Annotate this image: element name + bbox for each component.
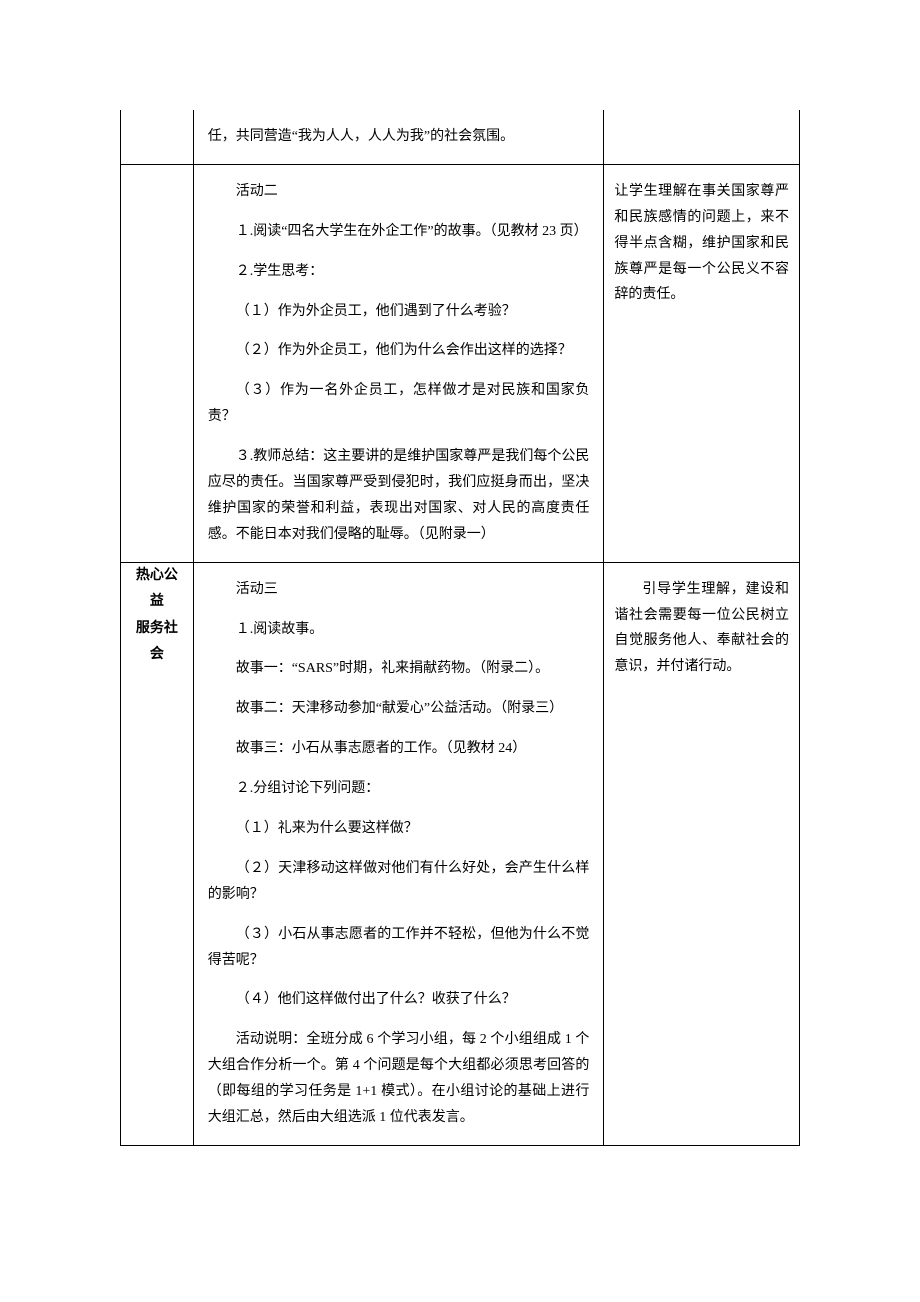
body-text: （４）他们这样做付出了什么？收获了什么？ bbox=[208, 987, 590, 1013]
section-title-line: 会 bbox=[121, 642, 193, 669]
row0-mid-cell: 任，共同营造“我为人人，人人为我”的社会氛围。 bbox=[193, 110, 604, 164]
table-row: 任，共同营造“我为人人，人人为我”的社会氛围。 bbox=[121, 110, 800, 164]
body-text: ２.分组讨论下列问题： bbox=[208, 776, 590, 802]
lesson-plan-table: 任，共同营造“我为人人，人人为我”的社会氛围。 活动二 １.阅读“四名大学生在外… bbox=[120, 110, 800, 1146]
row2-right-cell: 引导学生理解，建设和谐社会需要每一位公民树立自觉服务他人、奉献社会的意识，并付诸… bbox=[604, 562, 800, 1145]
body-text: 任，共同营造“我为人人，人人为我”的社会氛围。 bbox=[208, 124, 590, 150]
body-text: （３）作为一名外企员工，怎样做才是对民族和国家负责？ bbox=[208, 378, 590, 430]
row1-mid-cell: 活动二 １.阅读“四名大学生在外企工作”的故事。（见教材 23 页） ２.学生思… bbox=[193, 164, 604, 562]
body-text: 故事二：天津移动参加“献爱心”公益活动。（附录三） bbox=[208, 696, 590, 722]
row0-right-cell bbox=[604, 110, 800, 164]
section-title-vertical: 热心公 益 服务社 会 bbox=[121, 563, 193, 669]
annotation-text: 让学生理解在事关国家尊严和民族感情的问题上，来不得半点含糊，维护国家和民族尊严是… bbox=[614, 179, 789, 308]
body-text: （１）礼来为什么要这样做？ bbox=[208, 816, 590, 842]
section-title-line: 热心公 bbox=[121, 563, 193, 590]
section-title-line: 益 bbox=[121, 589, 193, 616]
table-row: 活动二 １.阅读“四名大学生在外企工作”的故事。（见教材 23 页） ２.学生思… bbox=[121, 164, 800, 562]
body-text: 故事三：小石从事志愿者的工作。（见教材 24） bbox=[208, 736, 590, 762]
annotation-text: 引导学生理解，建设和谐社会需要每一位公民树立自觉服务他人、奉献社会的意识，并付诸… bbox=[614, 577, 789, 681]
body-text: （３）小石从事志愿者的工作并不轻松，但他为什么不觉得苦呢？ bbox=[208, 922, 590, 974]
row2-left-cell: 热心公 益 服务社 会 bbox=[121, 562, 194, 1145]
body-text: １.阅读“四名大学生在外企工作”的故事。（见教材 23 页） bbox=[208, 219, 590, 245]
body-text: ２.学生思考： bbox=[208, 259, 590, 285]
row0-left-cell bbox=[121, 110, 194, 164]
body-text: 故事一：“SARS”时期，礼来捐献药物。（附录二）。 bbox=[208, 656, 590, 682]
row2-mid-cell: 活动三 １.阅读故事。 故事一：“SARS”时期，礼来捐献药物。（附录二）。 故… bbox=[193, 562, 604, 1145]
body-text: （２）作为外企员工，他们为什么会作出这样的选择？ bbox=[208, 338, 590, 364]
row1-right-cell: 让学生理解在事关国家尊严和民族感情的问题上，来不得半点含糊，维护国家和民族尊严是… bbox=[604, 164, 800, 562]
section-title-line: 服务社 bbox=[121, 616, 193, 643]
body-text: （２）天津移动这样做对他们有什么好处，会产生什么样的影响？ bbox=[208, 856, 590, 908]
body-text: 活动说明：全班分成 6 个学习小组，每 2 个小组组成 1 个大组合作分析一个。… bbox=[208, 1027, 590, 1131]
body-text: １.阅读故事。 bbox=[208, 617, 590, 643]
activity-heading: 活动三 bbox=[208, 577, 590, 603]
activity-heading: 活动二 bbox=[208, 179, 590, 205]
document-page: 任，共同营造“我为人人，人人为我”的社会氛围。 活动二 １.阅读“四名大学生在外… bbox=[0, 0, 920, 1206]
body-text: （１）作为外企员工，他们遇到了什么考验？ bbox=[208, 299, 590, 325]
body-text: ３.教师总结：这主要讲的是维护国家尊严是我们每个公民应尽的责任。当国家尊严受到侵… bbox=[208, 444, 590, 548]
table-row: 热心公 益 服务社 会 活动三 １.阅读故事。 故事一：“SARS”时期，礼来捐… bbox=[121, 562, 800, 1145]
row1-left-cell bbox=[121, 164, 194, 562]
